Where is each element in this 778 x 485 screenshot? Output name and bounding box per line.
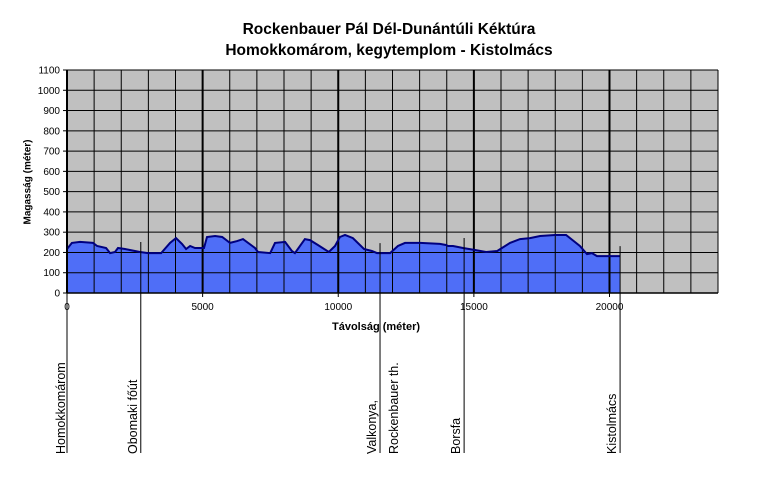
location-label: Homokkomárom [54,362,68,454]
y-tick-label: 400 [43,207,60,218]
x-axis-label: Távolság (méter) [332,321,421,333]
chart-title: Rockenbauer Pál Dél-Dunántúli Kéktúra [242,21,536,38]
location-label: Rockenbauer th. [387,362,402,454]
y-tick-label: 900 [43,106,60,117]
y-tick-label: 800 [43,126,60,137]
y-tick-label: 700 [43,147,60,158]
location-label: Kistolmács [605,393,620,454]
location-label: Borsfa [449,417,464,454]
y-tick-label: 300 [43,228,60,239]
chart-subtitle: Homokkomárom, kegytemplom - Kistolmács [225,42,553,59]
y-axis-label: Magasság (méter) [22,139,34,225]
y-tick-label: 500 [43,187,60,198]
y-tick-label: 1100 [38,66,60,77]
y-tick-label: 100 [43,268,60,279]
x-tick-label: 20000 [596,302,624,313]
x-tick-label: 10000 [324,302,352,313]
x-tick-label: 5000 [192,302,215,313]
location-label: Valkonya, [365,400,380,454]
y-tick-label: 0 [54,289,60,300]
y-tick-label: 200 [43,248,60,259]
y-tick-label: 600 [43,167,60,178]
location-label: Obomaki főút [125,379,140,454]
elevation-line [66,233,621,258]
y-tick-label: 1000 [38,86,61,97]
elevation-area [67,235,621,293]
x-tick-label: 15000 [460,302,488,313]
